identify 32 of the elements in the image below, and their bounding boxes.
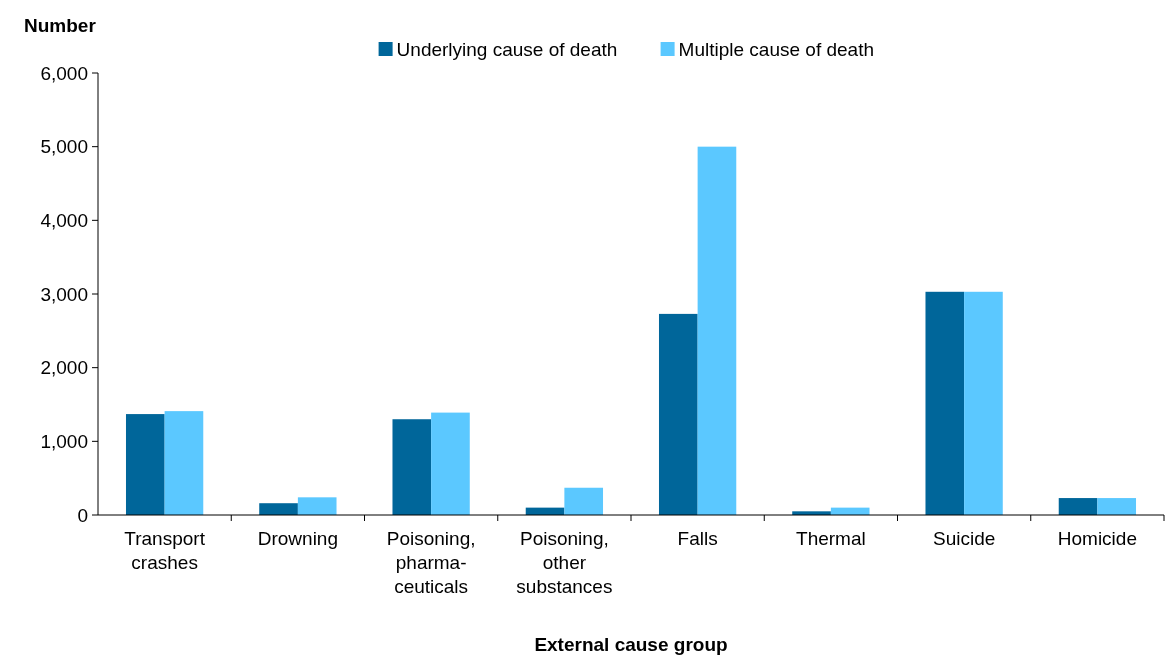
bar	[1097, 498, 1137, 515]
bar	[164, 411, 204, 515]
bar	[658, 313, 698, 515]
x-tick-label: Thermal	[796, 528, 866, 549]
x-tick-label: Falls	[677, 528, 718, 549]
y-tick-label: 2,000	[40, 357, 88, 379]
bar	[125, 414, 165, 515]
legend-label: Multiple cause of death	[678, 39, 875, 60]
bar	[297, 497, 337, 515]
y-tick-label: 1,000	[40, 430, 88, 452]
y-tick-label: 4,000	[40, 209, 88, 231]
legend-label: Underlying cause of death	[396, 39, 618, 60]
x-tick-label: Drowning	[257, 528, 339, 549]
y-tick-label: 0	[77, 504, 88, 526]
bar	[925, 291, 965, 515]
y-axis-title: Number	[24, 15, 97, 36]
x-tick-label: Poisoning, other substances	[516, 528, 613, 597]
x-tick-label: Poisoning, pharma- ceuticals	[386, 528, 476, 597]
bar	[392, 419, 432, 515]
bar	[564, 487, 604, 515]
x-tick-label: Suicide	[932, 528, 996, 549]
bar	[259, 503, 298, 515]
y-tick-label: 6,000	[40, 62, 88, 84]
bar	[431, 412, 470, 515]
bar	[1058, 498, 1098, 515]
y-tick-label: 3,000	[40, 283, 88, 305]
bar	[697, 146, 737, 515]
y-tick-label: 5,000	[40, 136, 88, 158]
x-axis-title: External cause group	[534, 634, 728, 655]
bar	[964, 291, 1003, 515]
x-tick-label: Transport crashes	[124, 528, 206, 573]
x-tick-label: Homicide	[1057, 528, 1137, 549]
